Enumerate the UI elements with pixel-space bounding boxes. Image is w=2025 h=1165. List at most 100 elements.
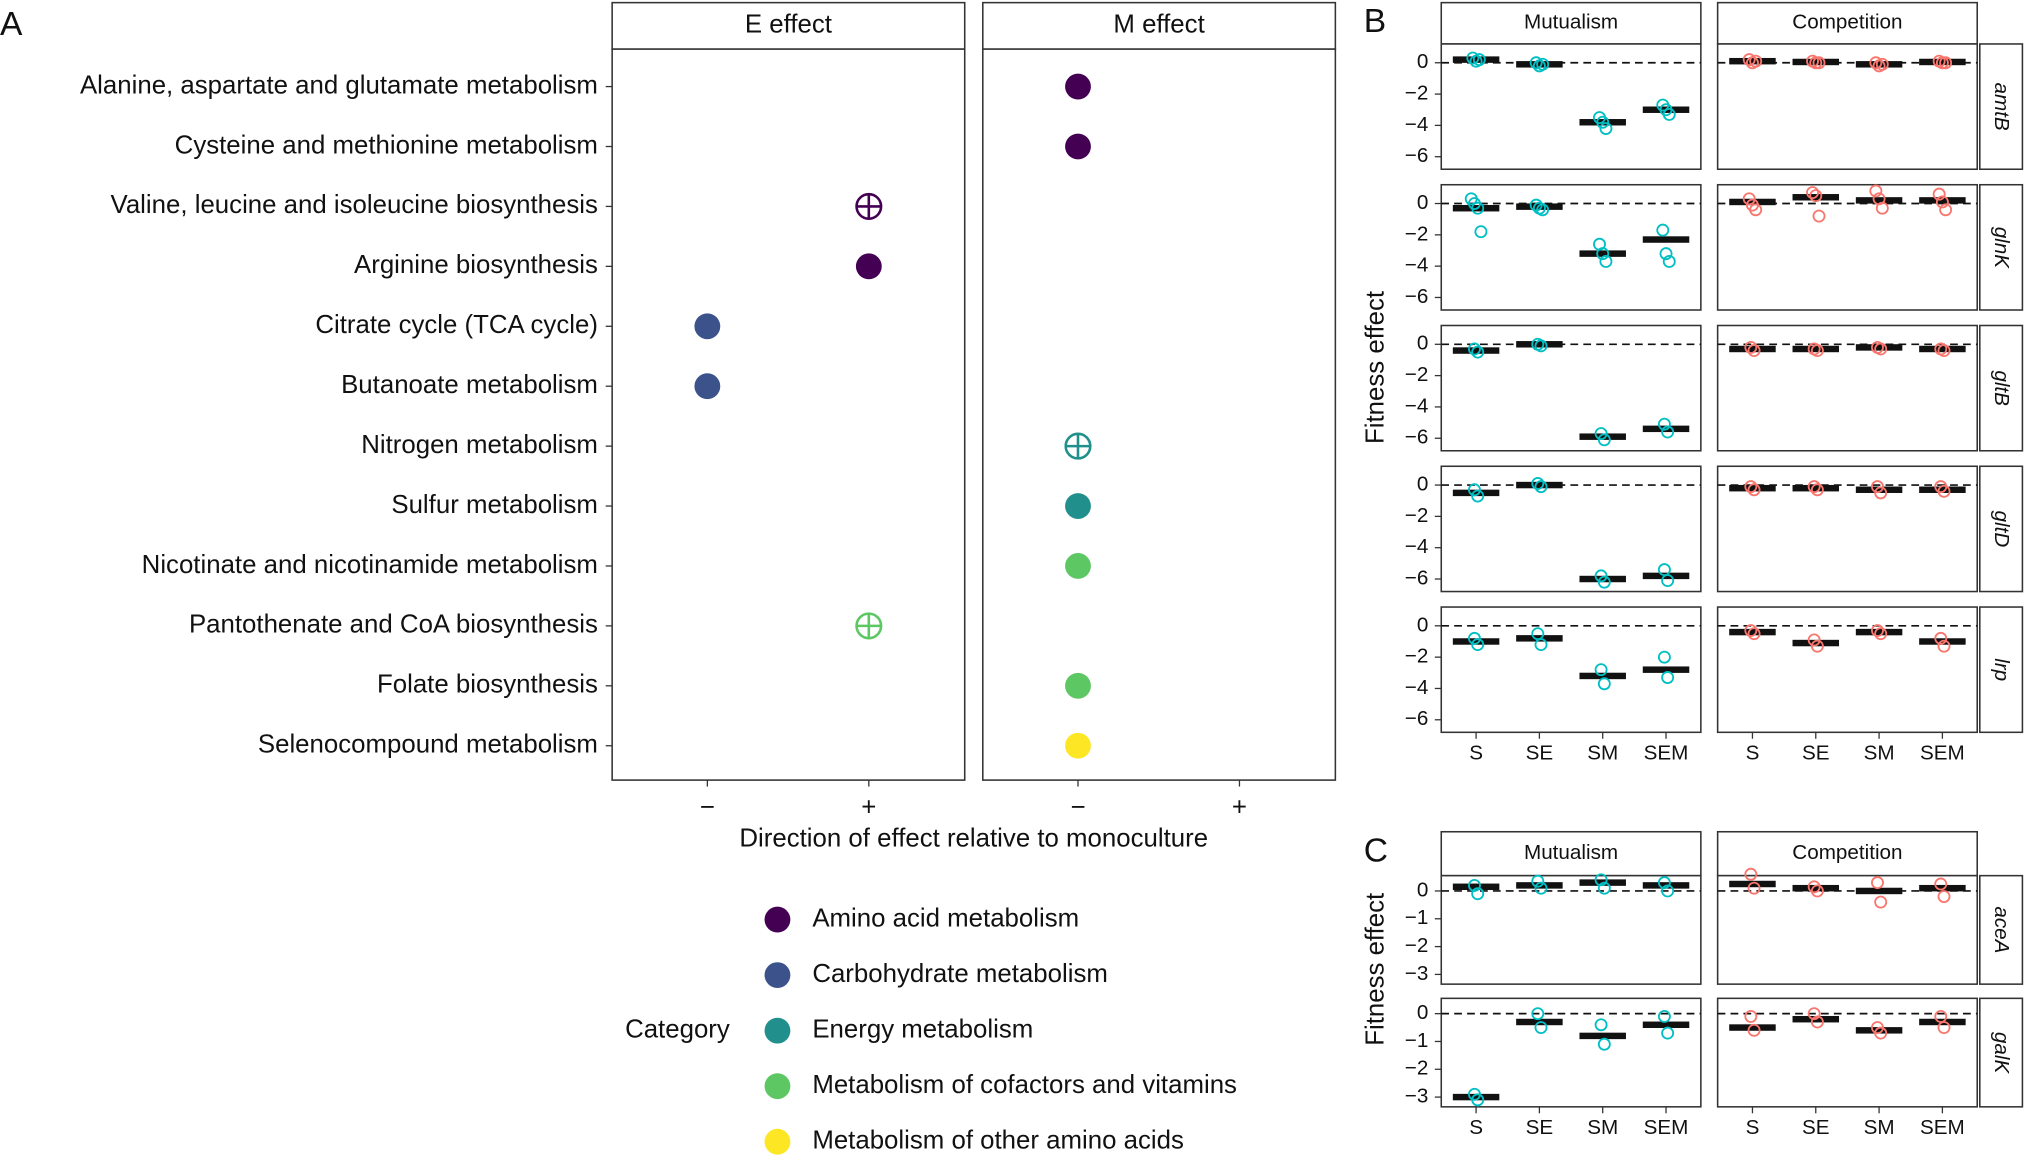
panel-label: C: [1364, 832, 1388, 869]
y-tick-label: 0: [1417, 613, 1429, 636]
facet-panel: [1716, 997, 1978, 1108]
y-tick-label: Nitrogen metabolism: [361, 431, 598, 459]
replicate-point: [1661, 425, 1675, 439]
facet-strip: [1440, 830, 1702, 877]
replicate-point: [1749, 54, 1763, 68]
y-tick-label: Folate biosynthesis: [377, 671, 598, 699]
y-tick-label: −3: [1405, 1085, 1429, 1108]
replicate-point: [1656, 223, 1670, 237]
mean-bar: [1855, 628, 1903, 636]
mean-bar: [1579, 1032, 1626, 1040]
replicate-point: [1471, 887, 1485, 901]
legend-swatch: [764, 1073, 791, 1100]
facet-label: M effect: [1113, 11, 1204, 39]
replicate-point: [1871, 624, 1884, 637]
mean-bar: [1516, 882, 1563, 889]
row-strip: [1979, 874, 2024, 985]
replicate-point: [1471, 345, 1485, 359]
legend-swatch: [764, 962, 791, 989]
facet-label: Competition: [1792, 841, 1902, 864]
mean-bar: [1792, 639, 1840, 647]
y-tick-label: −6: [1405, 144, 1429, 167]
y-tick-label: −1: [1405, 906, 1429, 929]
replicate-point: [1531, 874, 1545, 888]
replicate-point: [1810, 344, 1824, 358]
replicate-point: [1742, 192, 1756, 206]
mean-bar: [1516, 203, 1563, 210]
x-tick-label: SE: [1802, 1116, 1830, 1139]
x-tick-label: SM: [1587, 742, 1618, 765]
y-tick-label: Pantothenate and CoA biosynthesis: [189, 611, 598, 639]
replicate-point: [1594, 427, 1608, 441]
replicate-point: [1662, 107, 1676, 121]
y-tick-label: 0: [1417, 1001, 1429, 1024]
y-tick-label: −4: [1405, 535, 1429, 558]
y-tick-label: Citrate cycle (TCA cycle): [315, 311, 598, 339]
point: [1065, 553, 1091, 579]
facet-panel: [611, 48, 966, 781]
replicate-point: [1747, 881, 1761, 895]
point: [1065, 493, 1091, 519]
replicate-point: [1468, 483, 1481, 497]
replicate-point: [1747, 344, 1761, 358]
replicate-point: [1809, 189, 1823, 203]
x-tick-label: S: [1469, 742, 1483, 765]
x-tick-label: SE: [1526, 1116, 1554, 1139]
replicate-point: [1531, 477, 1545, 490]
mean-bar: [1855, 1027, 1903, 1034]
replicate-point: [1939, 203, 1953, 217]
y-tick-label: −4: [1405, 394, 1429, 417]
facet-strip: [1716, 830, 1978, 877]
mean-bar: [1919, 345, 1966, 353]
x-tick-label: SM: [1587, 1116, 1618, 1139]
replicate-point: [1810, 1015, 1824, 1029]
replicate-point: [1661, 574, 1675, 588]
x-tick-label: −: [700, 793, 715, 821]
legend-label: Energy metabolism: [812, 1015, 1033, 1043]
mean-bar: [1792, 345, 1840, 353]
replicate-point: [1657, 1009, 1671, 1023]
facet-label: Competition: [1792, 11, 1902, 34]
y-tick-label: −4: [1405, 676, 1429, 699]
mean-bar: [1579, 250, 1626, 257]
replicate-point: [1661, 1026, 1675, 1040]
y-tick-label: −2: [1405, 1057, 1429, 1080]
mean-bar: [1855, 887, 1903, 895]
mean-bar: [1792, 484, 1840, 492]
facet-panel: [1716, 606, 1978, 734]
y-tick-label: Arginine biosynthesis: [354, 251, 598, 279]
replicate-point: [1599, 255, 1613, 268]
mean-bar: [1729, 198, 1776, 206]
replicate-point: [1810, 884, 1824, 898]
legend-label: Metabolism of cofactors and vitamins: [812, 1071, 1237, 1099]
mean-bar: [1729, 484, 1776, 492]
replicate-point: [1531, 1007, 1545, 1021]
mean-bar: [1452, 883, 1500, 891]
replicate-point: [1937, 344, 1951, 358]
mean-bar: [1919, 197, 1966, 204]
y-tick-label: −2: [1405, 934, 1429, 957]
mean-bar: [1579, 433, 1626, 440]
mean-bar: [1729, 57, 1776, 65]
x-tick-label: S: [1746, 1116, 1760, 1139]
row-label: galK: [1990, 1032, 2013, 1075]
replicate-point: [1534, 638, 1548, 652]
y-tick-label: −6: [1405, 426, 1429, 449]
replicate-point: [1869, 56, 1883, 70]
y-tick-label: Sulfur metabolism: [391, 491, 598, 519]
replicate-point: [1744, 867, 1758, 881]
mean-bar: [1919, 884, 1966, 892]
replicate-point: [1662, 255, 1676, 268]
replicate-point: [1468, 342, 1481, 356]
row-label: aceA: [1990, 906, 2013, 953]
legend-label: Amino acid metabolism: [812, 904, 1079, 932]
replicate-point: [1599, 122, 1613, 135]
mean-bar: [1792, 58, 1840, 66]
replicate-point: [1534, 339, 1548, 353]
legend-swatch: [764, 906, 791, 933]
mean-bar: [1452, 489, 1500, 497]
replicate-point: [1536, 203, 1550, 217]
replicate-point: [1747, 483, 1761, 497]
replicate-point: [1744, 1009, 1758, 1023]
replicate-point: [1594, 569, 1608, 583]
